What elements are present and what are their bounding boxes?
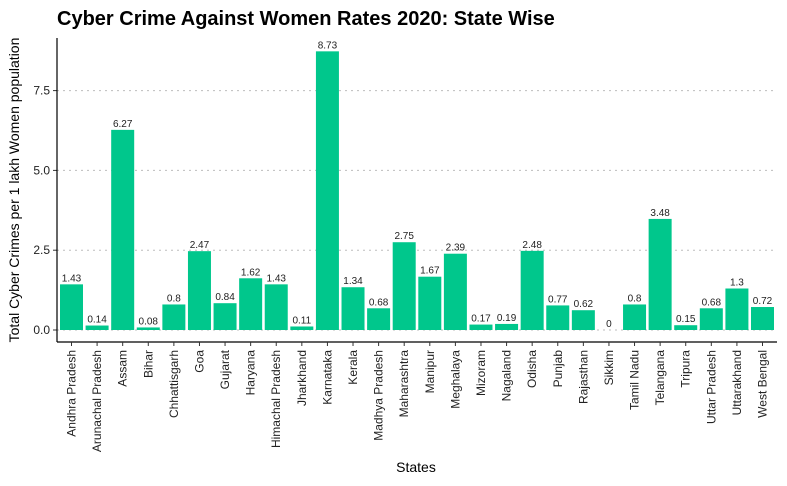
- y-tick-label: 2.5: [33, 243, 50, 257]
- x-tick-label: Nagaland: [500, 350, 514, 401]
- x-tick-label: Meghalaya: [448, 350, 462, 409]
- x-tick-label: Karnataka: [320, 350, 334, 405]
- x-tick-label: Andhra Pradesh: [65, 350, 79, 437]
- bar: [111, 129, 135, 330]
- x-tick-label: Himachal Pradesh: [269, 350, 283, 448]
- bar: [571, 310, 595, 330]
- bar: [264, 284, 288, 330]
- bar: [136, 327, 160, 330]
- data-label: 0.14: [87, 315, 107, 326]
- bar: [546, 305, 570, 330]
- y-tick-label: 5.0: [33, 163, 50, 177]
- data-label: 0.68: [369, 297, 389, 308]
- bar: [239, 278, 263, 330]
- x-tick-label: Goa: [192, 350, 206, 373]
- bar: [315, 51, 339, 331]
- data-label: 0: [606, 319, 612, 330]
- data-label: 1.3: [730, 278, 744, 289]
- bar: [469, 324, 493, 330]
- data-label: 0.68: [702, 297, 722, 308]
- data-label: 2.75: [394, 231, 414, 242]
- x-tick-label: Madhya Pradesh: [372, 350, 386, 441]
- x-tick-label: Odisha: [525, 350, 539, 388]
- data-label: 2.48: [522, 240, 542, 251]
- x-tick-label: Kerala: [346, 350, 360, 385]
- data-label: 0.77: [548, 294, 568, 305]
- bar: [648, 218, 672, 330]
- data-label: 0.19: [497, 313, 517, 324]
- x-axis: Andhra Pradesh Arunachal Pradesh Assam Biha…: [57, 341, 777, 452]
- bar: [392, 242, 416, 330]
- data-label: 2.47: [190, 240, 210, 251]
- x-tick-label: Tamil Nadu: [628, 350, 642, 410]
- data-label: 0.84: [215, 292, 235, 303]
- bar: [341, 287, 365, 330]
- bar: [187, 251, 211, 330]
- data-label: 6.27: [113, 119, 133, 130]
- data-label: 0.08: [139, 316, 159, 327]
- data-label: 0.62: [574, 299, 594, 310]
- bar: [443, 253, 467, 330]
- x-tick-label: Uttarakhand: [730, 350, 744, 415]
- x-tick-label: Telangana: [653, 350, 667, 406]
- x-tick-label: Jharkhand: [295, 350, 309, 406]
- bar: [367, 308, 391, 330]
- x-tick-label: Uttar Pradesh: [704, 350, 718, 424]
- bars: 1.43 0.14 6.27 0.08 0.8 2.47 0.84 1.62 1.43 0.11 8…: [60, 40, 774, 331]
- bar: [418, 276, 442, 330]
- data-label: 1.43: [267, 273, 287, 284]
- x-axis-title: States: [396, 459, 436, 475]
- x-tick-label: Arunachal Pradesh: [90, 350, 104, 452]
- x-tick-label: West Bengal: [756, 350, 770, 418]
- x-tick-label: Manipur: [423, 350, 437, 393]
- data-label: 0.17: [471, 314, 491, 325]
- y-axis-title: Total Cyber Crimes per 1 lakh Women popu…: [6, 38, 22, 343]
- data-label: 1.43: [62, 273, 82, 284]
- bar: [674, 325, 698, 330]
- x-tick-label: Bihar: [141, 350, 155, 378]
- data-label: 0.15: [676, 314, 696, 325]
- x-tick-label: Mizoram: [474, 350, 488, 396]
- x-tick-label: Maharashtra: [397, 350, 411, 418]
- bar: [623, 304, 647, 330]
- bar: [725, 288, 749, 330]
- data-label: 3.48: [650, 208, 670, 219]
- bar: [495, 323, 519, 330]
- data-label: 0.11: [292, 315, 311, 326]
- data-label: 0.8: [628, 293, 642, 304]
- data-label: 0.8: [167, 293, 181, 304]
- bar: [60, 284, 83, 330]
- data-label: 8.73: [318, 40, 338, 51]
- data-label: 2.39: [446, 243, 466, 254]
- y-tick-label: 0.0: [33, 323, 50, 337]
- x-tick-label: Chhattisgarh: [167, 350, 181, 418]
- bar: [213, 303, 237, 330]
- data-label: 1.62: [241, 267, 261, 278]
- chart-title: Cyber Crime Against Women Rates 2020: St…: [57, 8, 555, 30]
- bar: [699, 308, 723, 330]
- y-tick-label: 7.5: [33, 84, 50, 98]
- x-tick-label: Punjab: [551, 350, 565, 388]
- x-tick-label: Gujarat: [218, 349, 232, 389]
- bar: [751, 307, 774, 330]
- bar: [520, 250, 544, 330]
- bar: [162, 304, 186, 330]
- data-label: 0.72: [753, 296, 773, 307]
- bar: [290, 326, 314, 330]
- bar: [85, 325, 109, 330]
- y-axis: 0.0 2.5 5.0 7.5: [33, 38, 58, 342]
- x-tick-label: Rajasthan: [576, 350, 590, 404]
- x-tick-label: Assam: [116, 350, 130, 387]
- data-label: 1.67: [420, 266, 440, 277]
- x-tick-label: Tripura: [679, 350, 693, 388]
- x-tick-label: Haryana: [244, 350, 258, 396]
- x-tick-label: Sikkim: [602, 350, 616, 385]
- data-label: 1.34: [343, 276, 363, 287]
